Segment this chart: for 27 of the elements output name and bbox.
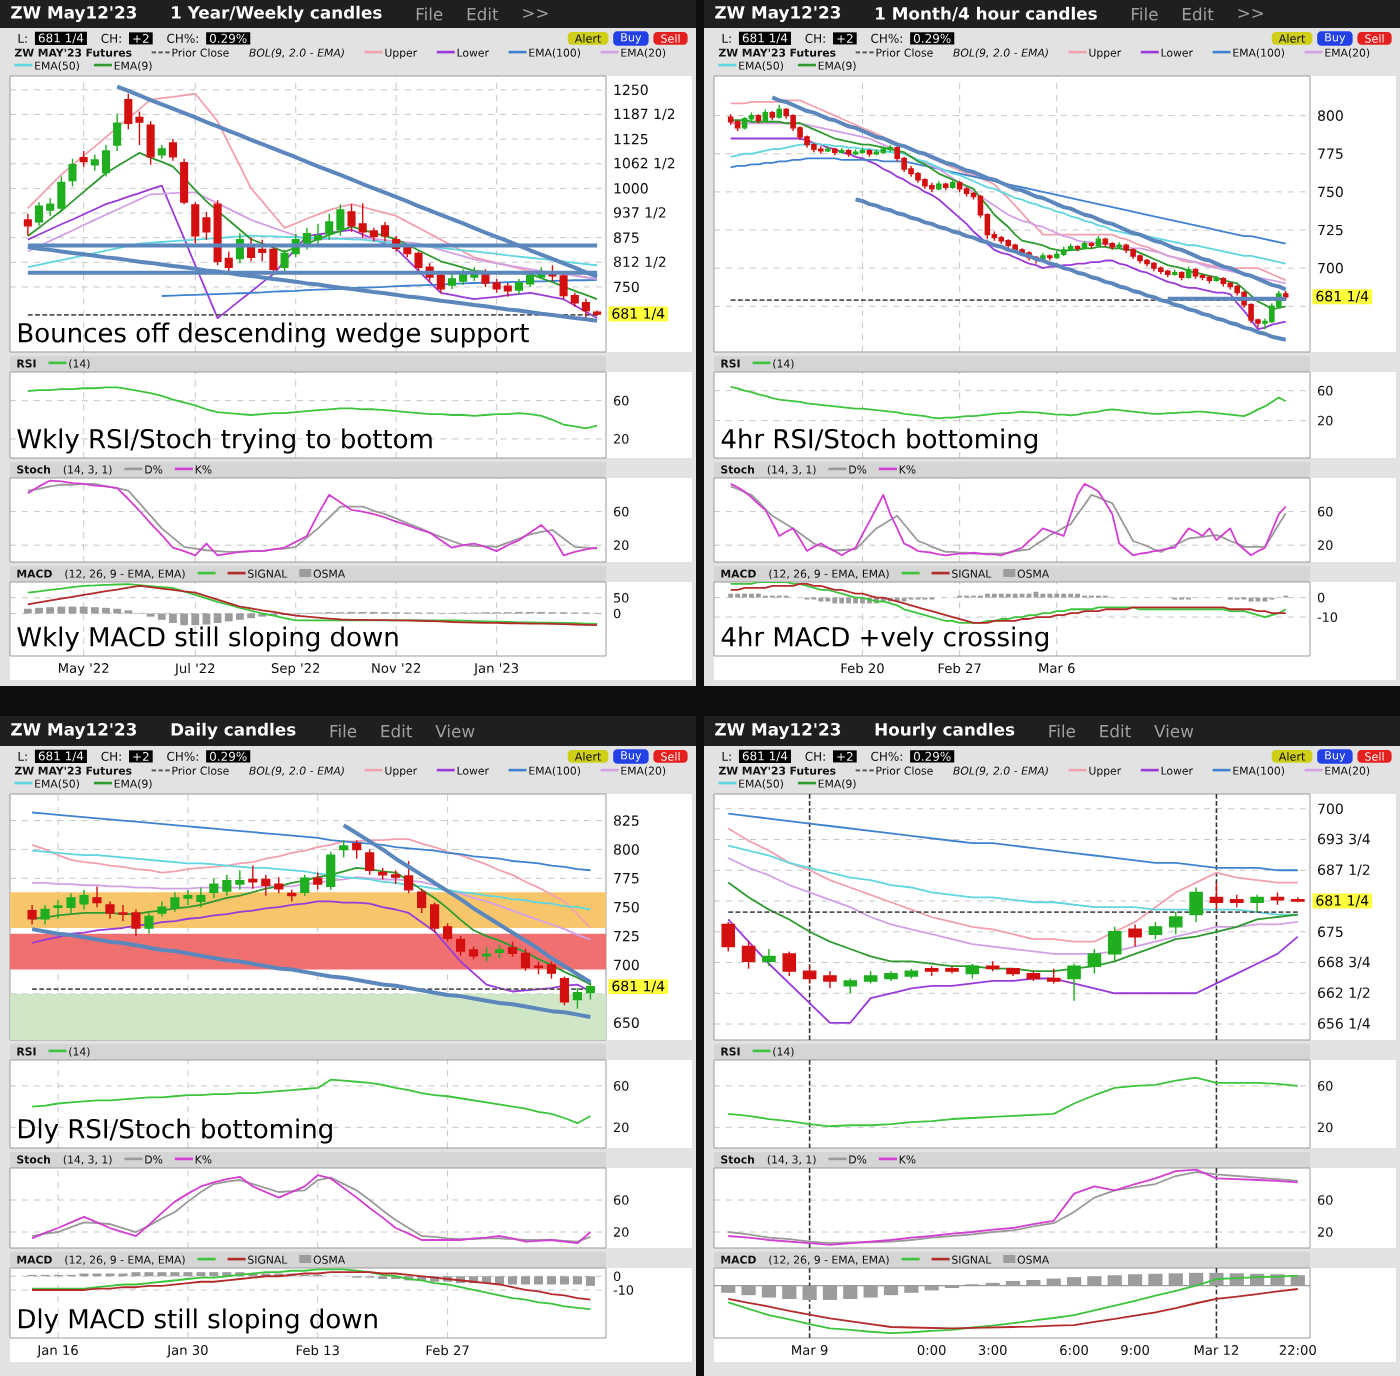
- chart-title: ZW May12'23: [715, 722, 841, 740]
- annotation: 4hr MACD +vely crossing: [721, 626, 1048, 652]
- annotation: Wkly MACD still sloping down: [17, 626, 398, 652]
- chart-title: ZW May12'23: [11, 722, 137, 740]
- text: File: [1049, 724, 1076, 738]
- annotation: Dly MACD still sloping down: [18, 1308, 377, 1334]
- chart-subtitle: Daily candles: [171, 722, 296, 740]
- chart-subtitle: Hourly candles: [875, 722, 1015, 740]
- text: File: [330, 724, 357, 738]
- text: View: [1154, 724, 1194, 738]
- text: File: [1132, 7, 1158, 21]
- annotation: Wkly RSI/Stoch trying to bottom: [17, 428, 432, 454]
- text: Edit: [1100, 724, 1131, 738]
- annotation: 4hr RSI/Stoch bottoming: [721, 428, 1037, 454]
- annotation: Bounces off descending wedge support: [18, 322, 529, 348]
- annotation: Dly RSI/Stoch bottoming: [18, 1118, 332, 1144]
- text: View: [435, 724, 475, 738]
- text: Edit: [1182, 7, 1214, 21]
- chart-title: ZW May12'23: [715, 5, 841, 23]
- text: >>: [1238, 9, 1264, 19]
- text: Edit: [381, 724, 413, 738]
- text: >>: [523, 9, 548, 19]
- chart-subtitle: 1 Month/4 hour candles: [876, 6, 1097, 22]
- text: Edit: [467, 7, 499, 21]
- chart-title: ZW May12'23: [11, 5, 137, 23]
- text: File: [416, 7, 443, 21]
- chart-subtitle: 1 Year/Weekly candles: [172, 5, 382, 23]
